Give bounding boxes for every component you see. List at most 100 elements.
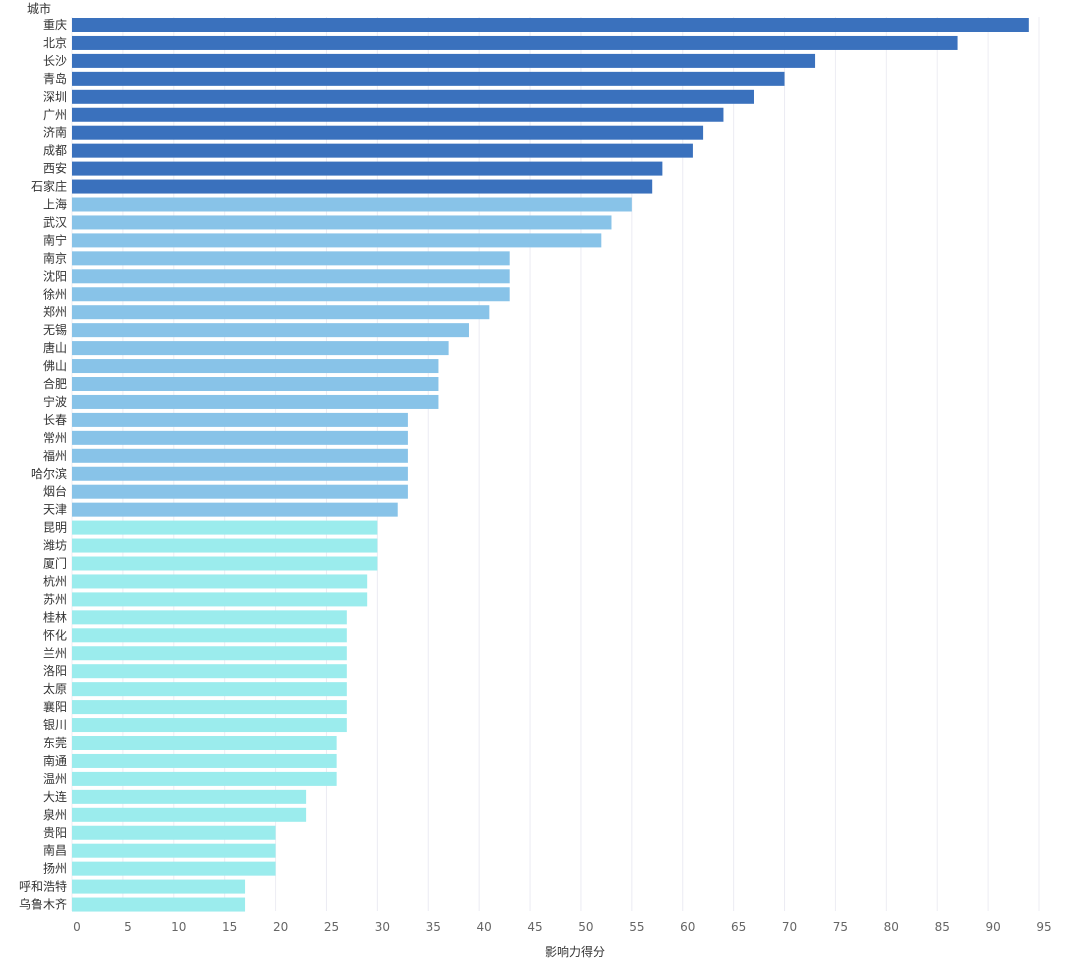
category-label: 郑州 <box>43 304 67 319</box>
category-label: 石家庄 <box>31 179 67 194</box>
category-label: 乌鲁木齐 <box>19 897 67 912</box>
x-tick-label: 65 <box>731 920 746 934</box>
x-tick-label: 50 <box>578 920 593 934</box>
bar <box>72 215 612 230</box>
bar <box>72 753 337 768</box>
bar <box>72 197 632 212</box>
category-label: 唐山 <box>43 340 67 355</box>
category-label: 宁波 <box>43 394 67 409</box>
x-tick-label: 35 <box>426 920 441 934</box>
x-tick-label: 30 <box>375 920 390 934</box>
category-label: 南宁 <box>43 232 67 247</box>
bar <box>72 323 469 338</box>
category-label: 上海 <box>43 197 67 212</box>
category-label: 无锡 <box>43 322 67 337</box>
bar <box>72 448 408 463</box>
category-label: 大连 <box>43 789 67 804</box>
category-label: 沈阳 <box>43 268 67 283</box>
x-tick-label: 10 <box>171 920 186 934</box>
y-axis-title: 城市 <box>27 1 51 16</box>
bar <box>72 143 693 158</box>
category-label: 长春 <box>43 413 67 427</box>
category-label: 厦门 <box>43 556 67 571</box>
bar <box>72 610 347 625</box>
category-label: 烟台 <box>43 484 67 499</box>
category-label: 呼和浩特 <box>19 879 67 894</box>
category-label: 怀化 <box>43 628 67 642</box>
x-tick-label: 5 <box>124 920 132 934</box>
bar <box>72 53 816 68</box>
bar <box>72 359 439 374</box>
category-label: 深圳 <box>43 90 67 104</box>
category-label: 温州 <box>43 772 67 786</box>
x-tick-label: 80 <box>884 920 899 934</box>
category-label: 杭州 <box>43 573 67 588</box>
bar <box>72 412 408 427</box>
bar <box>72 179 653 194</box>
bar <box>72 35 958 50</box>
bar <box>72 664 347 679</box>
x-tick-label: 55 <box>629 920 644 934</box>
category-label: 太原 <box>43 681 67 696</box>
bar <box>72 161 663 176</box>
category-label: 徐州 <box>43 286 67 301</box>
category-label: 北京 <box>43 36 67 50</box>
category-label: 西安 <box>43 161 67 176</box>
x-tick-label: 70 <box>782 920 797 934</box>
bar <box>72 736 337 750</box>
category-label: 兰州 <box>43 646 67 660</box>
x-axis-title: 影响力得分 <box>545 944 605 959</box>
category-label: 青岛 <box>43 71 67 86</box>
category-label: 南昌 <box>43 843 67 858</box>
bar <box>72 430 408 445</box>
category-label: 洛阳 <box>43 663 67 678</box>
category-label: 桂林 <box>43 609 67 624</box>
x-tick-label: 95 <box>1036 920 1051 934</box>
bar <box>72 377 439 391</box>
category-label: 成都 <box>43 144 67 158</box>
bar <box>72 233 602 248</box>
category-label: 东莞 <box>43 736 67 750</box>
bar <box>72 861 276 876</box>
x-tick-label: 85 <box>935 920 950 934</box>
bar <box>72 897 246 912</box>
bar <box>72 341 449 356</box>
bar <box>72 71 785 86</box>
category-label: 合肥 <box>43 376 67 391</box>
x-tick-label: 15 <box>222 920 237 934</box>
bar <box>72 18 1029 32</box>
x-tick-label: 45 <box>527 920 542 934</box>
x-tick-labels: 0 5 10 15 20 25 30 35 40 45 50 55 60 65 70 75 80 85 90 95 <box>73 920 1051 934</box>
category-label: 银川 <box>43 718 67 732</box>
category-label: 天津 <box>43 503 67 517</box>
bar <box>72 825 276 840</box>
category-label: 武汉 <box>43 215 67 229</box>
category-label: 济南 <box>43 125 67 140</box>
bar <box>72 843 276 858</box>
bar <box>72 107 724 122</box>
category-label: 常州 <box>43 431 67 445</box>
x-tick-label: 20 <box>273 920 288 934</box>
bar <box>72 502 398 517</box>
bar <box>72 287 510 302</box>
category-label: 贵阳 <box>43 826 67 840</box>
bar <box>72 879 246 894</box>
bar <box>72 394 439 409</box>
x-tick-label: 25 <box>324 920 339 934</box>
bar <box>72 807 307 822</box>
bar <box>72 125 704 140</box>
bar <box>72 592 368 607</box>
bar <box>72 89 754 104</box>
bar <box>72 574 368 589</box>
category-label: 重庆 <box>43 18 67 32</box>
category-label: 泉州 <box>43 808 67 822</box>
bar <box>72 682 347 697</box>
bars <box>72 18 1029 912</box>
bar <box>72 269 510 284</box>
category-label: 扬州 <box>43 861 67 876</box>
bar <box>72 718 347 733</box>
category-label: 广州 <box>43 108 67 122</box>
bar <box>72 538 378 553</box>
bar <box>72 789 307 804</box>
